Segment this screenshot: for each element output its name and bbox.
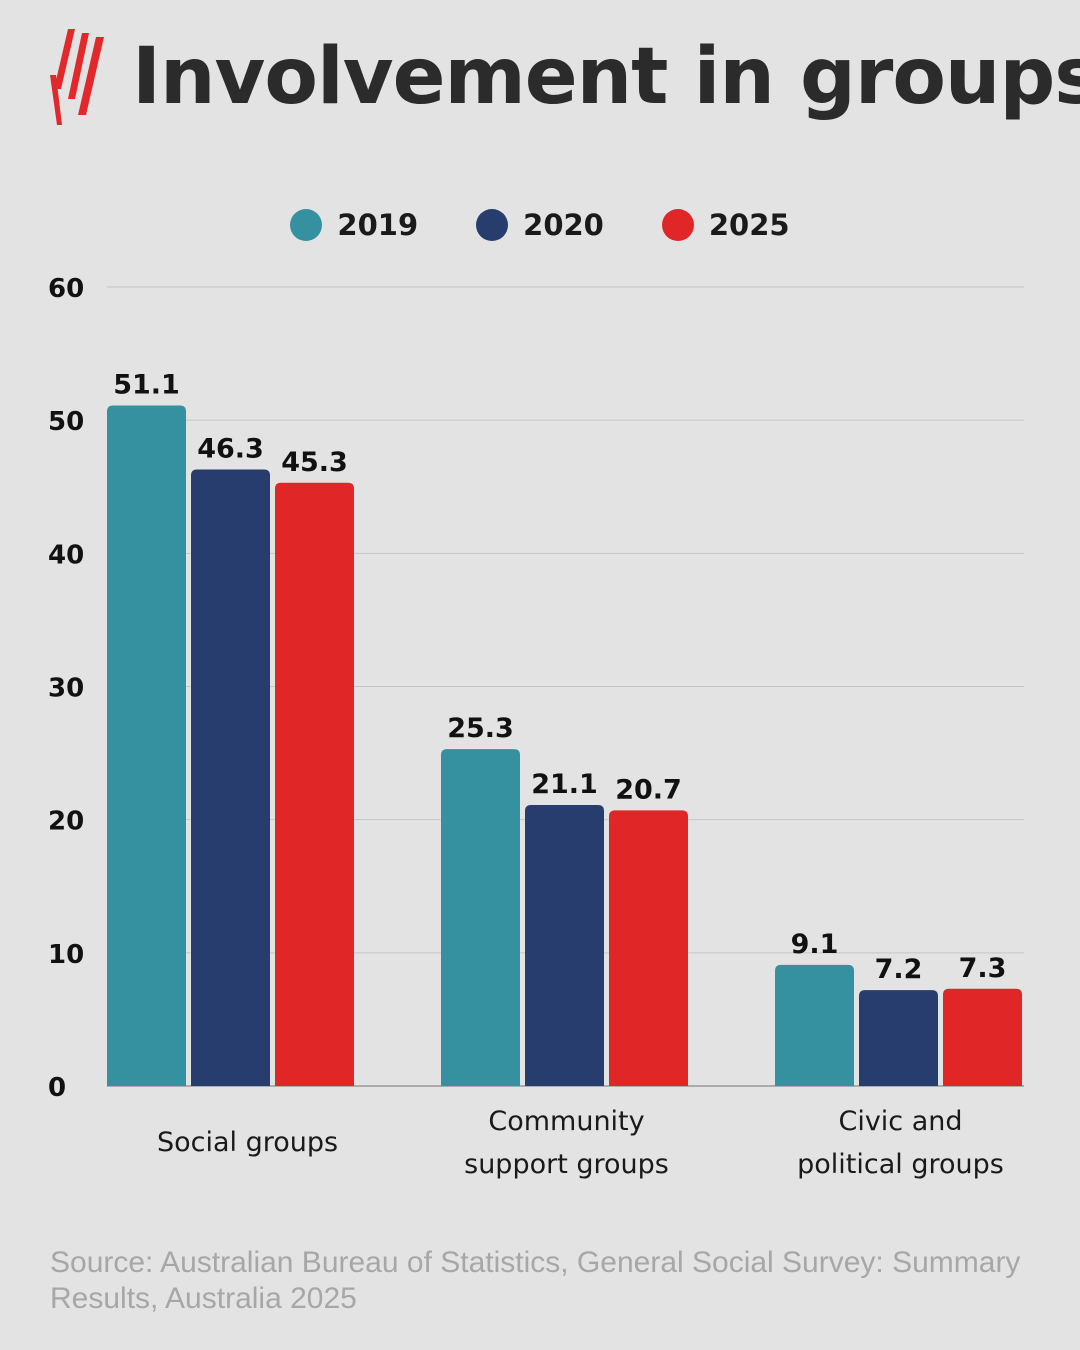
legend-swatch-2019 — [290, 209, 323, 241]
x-category-label-2-line0: Civic and — [838, 1106, 962, 1137]
legend-swatch-2020 — [476, 209, 509, 241]
x-category-label-1-line1: support groups — [464, 1149, 669, 1180]
bar-2019-cat1 — [441, 749, 520, 1086]
y-tick-label-40: 40 — [48, 540, 84, 570]
bar-2025-cat0 — [275, 482, 354, 1086]
bar-2020-cat2 — [859, 990, 938, 1086]
data-label-2025-cat2: 7.3 — [959, 953, 1007, 984]
legend-label-2019: 2019 — [337, 208, 419, 242]
data-label-2020-cat0: 46.3 — [197, 433, 264, 464]
x-category-label-1-line0: Community — [488, 1106, 644, 1137]
y-tick-label-30: 30 — [48, 674, 84, 704]
legend-swatch-2025 — [661, 209, 694, 241]
bar-2025-cat1 — [609, 810, 688, 1086]
legend-label-2025: 2025 — [708, 208, 790, 242]
legend-item-2019: 2019 — [290, 208, 418, 242]
data-label-2025-cat0: 45.3 — [281, 447, 348, 478]
data-label-2019-cat2: 9.1 — [791, 929, 839, 960]
y-tick-label-60: 60 — [48, 274, 84, 304]
page-title: Involvement in groups — [132, 32, 1080, 122]
sbs-stripes-logo-icon — [50, 29, 104, 125]
x-category-label-2-line1: political groups — [797, 1149, 1004, 1180]
y-tick-label-10: 10 — [48, 940, 84, 970]
chart-legend: 2019 2020 2025 — [0, 208, 1080, 242]
data-label-2019-cat0: 51.1 — [113, 370, 180, 401]
legend-item-2025: 2025 — [661, 208, 790, 242]
data-label-2020-cat2: 7.2 — [875, 954, 923, 985]
y-tick-label-20: 20 — [48, 807, 84, 837]
bar-2020-cat0 — [191, 469, 270, 1086]
data-label-2019-cat1: 25.3 — [447, 713, 514, 744]
y-tick-label-50: 50 — [48, 407, 84, 437]
header: Involvement in groups — [48, 22, 1080, 132]
legend-item-2020: 2020 — [476, 208, 604, 242]
data-label-2025-cat1: 20.7 — [615, 774, 682, 805]
bar-2020-cat1 — [525, 805, 604, 1086]
bar-2025-cat2 — [943, 988, 1022, 1086]
bar-2019-cat0 — [107, 405, 186, 1087]
legend-label-2020: 2020 — [523, 208, 604, 242]
y-tick-label-0: 0 — [48, 1073, 66, 1103]
data-label-2020-cat1: 21.1 — [531, 769, 598, 800]
x-category-label-0-line0: Social groups — [157, 1127, 338, 1158]
bar-2019-cat2 — [775, 964, 854, 1086]
source-note: Source: Australian Bureau of Statistics,… — [50, 1246, 1021, 1315]
